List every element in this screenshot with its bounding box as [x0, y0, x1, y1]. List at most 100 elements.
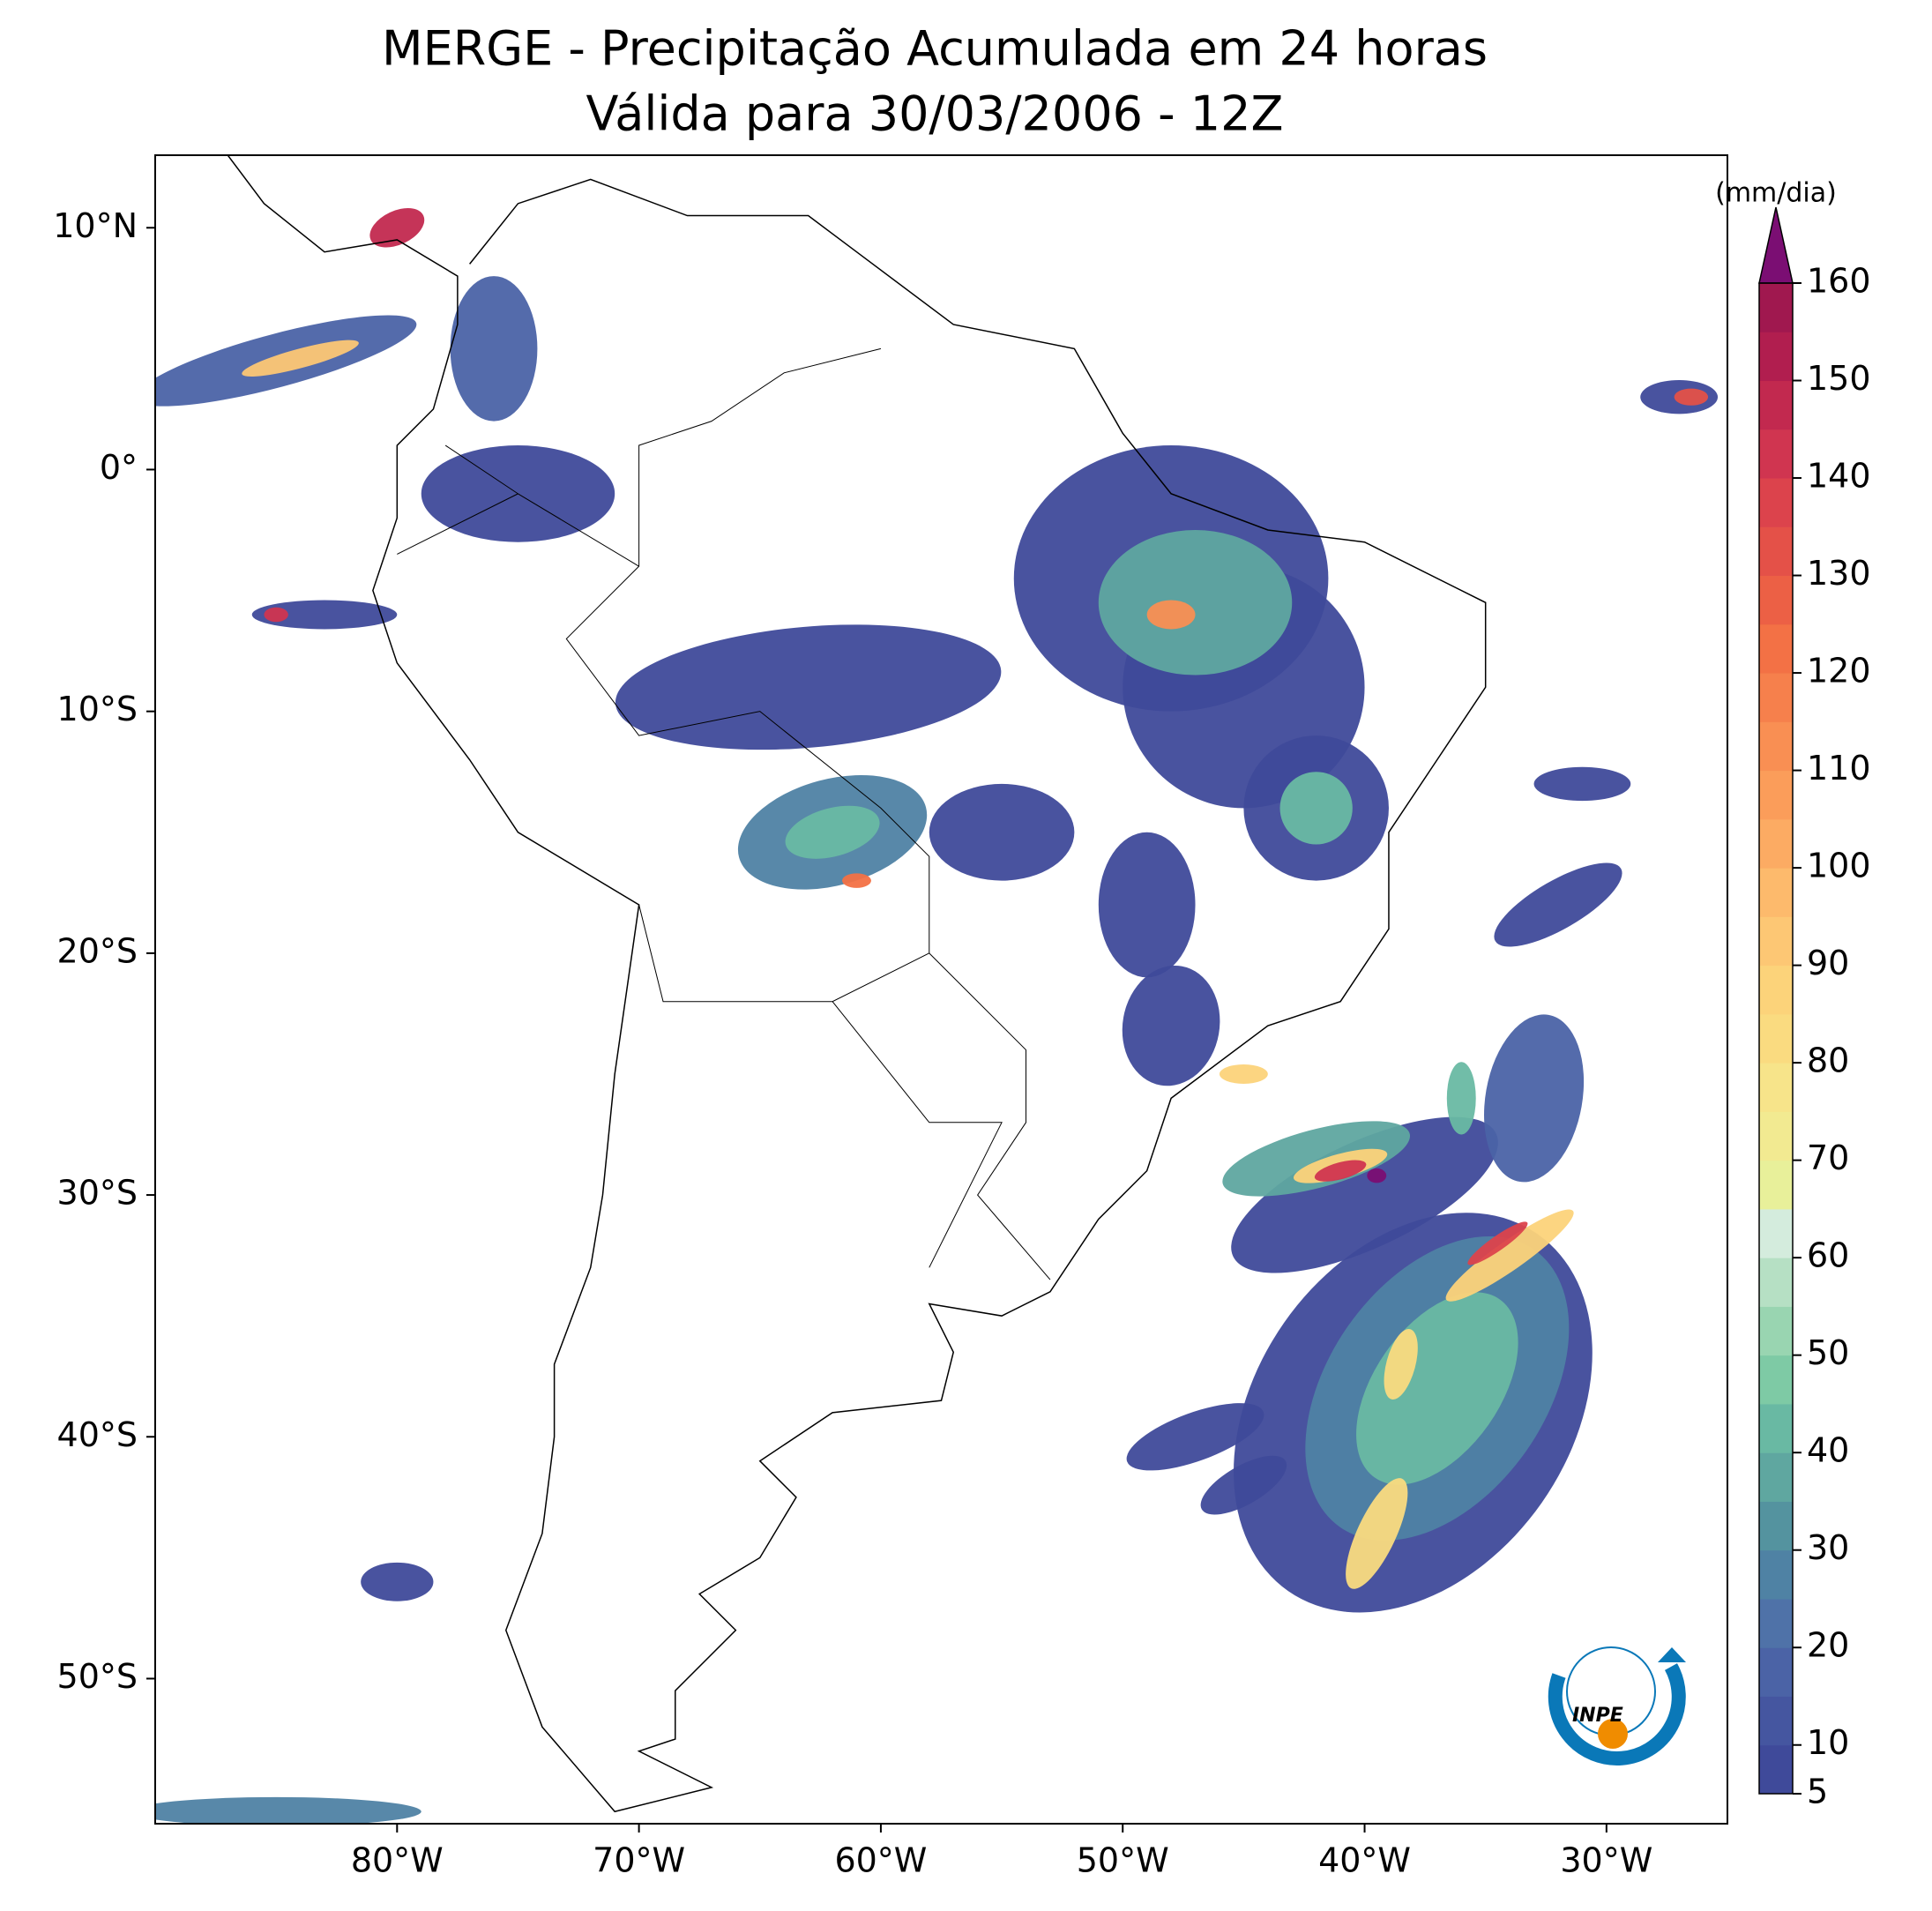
- rain-patch: [264, 607, 288, 623]
- colorbar-band: [1759, 1696, 1793, 1746]
- inpe-logo: INPE: [1548, 1646, 1686, 1765]
- x-tick-label: 40°W: [1318, 1841, 1411, 1880]
- colorbar-band: [1759, 1208, 1793, 1258]
- border: [397, 444, 519, 555]
- colorbar-tick-label: 130: [1807, 554, 1871, 593]
- border: [518, 493, 639, 567]
- rain-patch: [242, 340, 359, 377]
- x-tick-label: 70°W: [593, 1841, 685, 1880]
- map-title: MERGE - Precipitação Acumulada em 24 hor…: [382, 21, 1488, 77]
- colorbar-band: [1759, 965, 1793, 1015]
- colorbar-band: [1759, 332, 1793, 382]
- colorbar-tick-label: 20: [1807, 1626, 1849, 1665]
- colorbar-band: [1759, 1744, 1793, 1795]
- rain-patch: [450, 276, 538, 422]
- colorbar-tick-label: 110: [1807, 749, 1871, 788]
- rain-patch: [1222, 1121, 1411, 1197]
- colorbar-band: [1759, 1160, 1793, 1210]
- border: [929, 952, 1051, 1280]
- colorbar-band: [1759, 721, 1793, 772]
- y-tick-label: 20°S: [57, 931, 138, 970]
- rain-patch: [361, 1562, 434, 1601]
- colorbar-tick-label: 70: [1807, 1138, 1849, 1177]
- colorbar-band: [1759, 1063, 1793, 1112]
- south-america-coast: [227, 155, 1487, 1813]
- colorbar-tick-label: 5: [1807, 1773, 1828, 1811]
- rain-patch: [155, 1796, 421, 1824]
- coastline: [227, 155, 1487, 1813]
- colorbar-band: [1759, 429, 1793, 479]
- colorbar-tick-label: 60: [1807, 1236, 1849, 1275]
- rain-patch: [1533, 766, 1631, 802]
- colorbar-band: [1759, 1111, 1793, 1161]
- colorbar-tick-label: 30: [1807, 1528, 1849, 1567]
- rain-patch: [1384, 1329, 1418, 1400]
- colorbar-tick-label: 150: [1807, 359, 1871, 398]
- rain-patch: [785, 805, 880, 859]
- colorbar-tick-label: 100: [1807, 847, 1871, 885]
- colorbar-band: [1759, 478, 1793, 527]
- colorbar-band: [1759, 1013, 1793, 1064]
- colorbar-tick-label: 80: [1807, 1041, 1849, 1080]
- colorbar-band: [1759, 575, 1793, 625]
- colorbar-band: [1759, 1452, 1793, 1502]
- colorbar-tick-label: 10: [1807, 1723, 1849, 1762]
- rain-patch: [1346, 1478, 1408, 1589]
- rain-patch: [251, 600, 398, 630]
- colorbar-tick-label: 160: [1807, 262, 1871, 301]
- rain-patch: [369, 207, 425, 248]
- colorbar-band: [1759, 1258, 1793, 1307]
- colorbar-band: [1759, 818, 1793, 869]
- rain-patch: [1674, 388, 1709, 406]
- logo-dot: [1598, 1719, 1628, 1749]
- rain-patch: [1098, 832, 1196, 978]
- y-tick-label: 10°S: [57, 690, 138, 728]
- rain-patch: [1484, 1014, 1585, 1183]
- y-tick-label: 0°: [100, 448, 138, 487]
- y-tick-label: 10°N: [53, 206, 138, 245]
- rain-patch: [1467, 1221, 1528, 1265]
- logo-arrow: [1658, 1647, 1686, 1662]
- colorbar-tick-label: 40: [1807, 1431, 1849, 1470]
- precipitation-field: [155, 207, 1719, 1824]
- colorbar-tick-label: 90: [1807, 944, 1849, 982]
- rain-patch: [1314, 1160, 1367, 1182]
- rain-patch: [1126, 1403, 1264, 1471]
- map-subtitle: Válida para 30/03/2006 - 12Z: [586, 86, 1284, 142]
- x-tick-label: 30°W: [1560, 1841, 1652, 1880]
- rain-patch: [1279, 772, 1353, 845]
- border: [565, 347, 930, 1003]
- colorbar-tick-label: 50: [1807, 1333, 1849, 1372]
- colorbar-band: [1759, 1501, 1793, 1551]
- rain-patch: [1446, 1062, 1476, 1135]
- x-tick-label: 50°W: [1077, 1841, 1169, 1880]
- y-tick-label: 50°S: [57, 1657, 138, 1696]
- x-tick-label: 80°W: [351, 1841, 444, 1880]
- colorbar-band: [1759, 623, 1793, 674]
- logo-text: INPE: [1572, 1705, 1623, 1727]
- rain-patch: [1231, 1116, 1498, 1273]
- colorbar-frame: [1758, 282, 1794, 1795]
- rain-patch: [1219, 1064, 1268, 1084]
- x-tick-label: 60°W: [834, 1841, 927, 1880]
- colorbar-band: [1759, 770, 1793, 820]
- colorbar-band: [1759, 1647, 1793, 1697]
- rain-patch: [1122, 965, 1220, 1086]
- axes: 80°W 70°W 60°W 50°W 40°W 30°W 10°N 0° 10°S 20°S 30…: [53, 206, 1652, 1880]
- logo-arc: [1548, 1663, 1686, 1765]
- colorbar-band: [1759, 380, 1793, 430]
- colorbar-band: [1759, 526, 1793, 577]
- y-tick-label: 30°S: [57, 1174, 138, 1213]
- colorbar-band: [1759, 1355, 1793, 1405]
- colorbar-band: [1759, 1549, 1793, 1600]
- colorbar-band: [1759, 1598, 1793, 1648]
- colorbar-band: [1759, 673, 1793, 722]
- map-frame: [154, 154, 1728, 1825]
- colorbar-label: (mm/dia): [1715, 178, 1837, 209]
- colorbar-band: [1759, 916, 1793, 967]
- rain-patch: [1367, 1168, 1387, 1183]
- rain-patch: [615, 624, 1002, 750]
- colorbar-tick-label: 120: [1807, 652, 1871, 690]
